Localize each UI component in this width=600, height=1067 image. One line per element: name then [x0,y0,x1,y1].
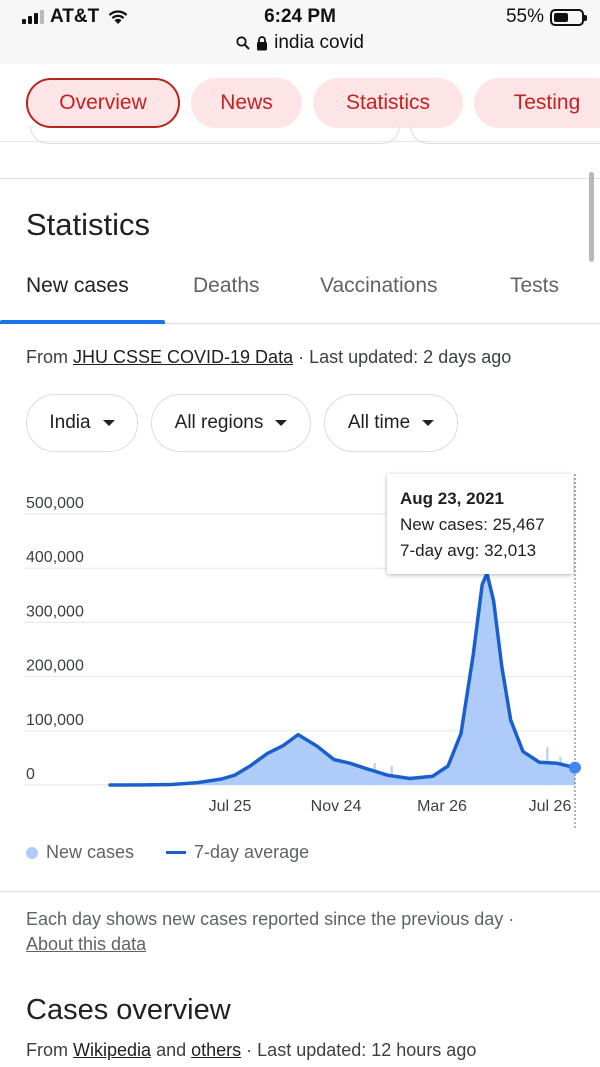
cases-overview-source: From Wikipedia and others · Last updated… [26,1040,476,1061]
new-cases-chart[interactable]: 500,000 400,000 300,000 200,000 100,000 0 Jul … [0,470,600,840]
card-edge [30,126,400,144]
x-tick-label: Nov 24 [311,798,362,815]
data-note: Each day shows new cases reported since … [26,907,586,957]
wikipedia-link[interactable]: Wikipedia [73,1040,152,1060]
x-tick-label: Jul 25 [209,798,252,815]
caret-down-icon [422,420,435,426]
search-icon [236,36,250,50]
about-data-link[interactable]: About this data [26,934,147,954]
region-dropdown[interactable]: All regions [151,394,311,452]
caret-down-icon [275,420,288,426]
x-tick-label: Jul 26 [529,798,572,815]
address-bar[interactable]: india covid [0,32,600,54]
tab-new-cases[interactable]: New cases [26,274,129,297]
hover-point [569,761,581,774]
chart-legend: New cases 7-day average [26,842,309,863]
chip-overview[interactable]: Overview [26,78,180,128]
tab-tests[interactable]: Tests [510,274,560,297]
legend-dot-icon [26,846,38,859]
source-updated: · Last updated: 12 hours ago [246,1040,477,1060]
y-tick-label: 200,000 [26,658,84,675]
wifi-icon [108,10,128,24]
source-updated: · Last updated: 2 days ago [298,347,512,367]
y-tick-label: 500,000 [26,495,84,512]
source-prefix: From [26,1040,68,1060]
y-tick-label: 0 [26,766,35,783]
card-edge [410,126,600,144]
x-tick-label: Mar 26 [417,798,467,815]
range-value: All time [347,412,411,433]
battery-percent: 55% [505,6,544,27]
chip-testing[interactable]: Testing [474,78,600,128]
new-cases-area [110,573,575,785]
cases-overview-title: Cases overview [26,994,231,1026]
scrollbar[interactable] [589,172,594,262]
address-text: india covid [274,32,364,53]
region-value: All regions [174,412,264,433]
chip-news[interactable]: News [191,78,302,128]
y-tick-label: 100,000 [26,712,84,729]
chart-tooltip: Aug 23, 2021 New cases: 25,467 7-day avg… [387,474,573,574]
clock: 6:24 PM [264,6,336,27]
status-bar: AT&T 6:24 PM 55% india covid [0,0,600,64]
caret-down-icon [102,420,115,426]
battery-area: 55% [505,6,587,28]
y-tick-label: 300,000 [26,603,84,620]
carrier-area: AT&T [22,6,129,28]
section-title: Statistics [26,207,151,242]
stat-tabs: New cases Deaths Vaccinations Tests [0,262,600,324]
tab-vaccinations[interactable]: Vaccinations [320,274,438,297]
data-source: From JHU CSSE COVID-19 Data · Last updat… [26,347,511,368]
y-tick-label: 400,000 [26,549,84,566]
card-border [0,178,600,179]
source-and: and [156,1040,187,1060]
divider [0,891,600,892]
note-text: Each day shows new cases reported since … [26,909,515,929]
source-prefix: From [26,347,68,367]
signal-icon [22,10,44,24]
country-dropdown[interactable]: India [26,394,138,452]
others-link[interactable]: others [191,1040,242,1060]
tooltip-avg: 7-day avg: 32,013 [400,541,537,560]
tooltip-date: Aug 23, 2021 [400,489,504,508]
chip-statistics[interactable]: Statistics [313,78,463,128]
tooltip-new-cases: New cases: 25,467 [400,515,545,534]
topic-chips: Overview News Statistics Testing [0,64,600,142]
tab-deaths[interactable]: Deaths [193,274,260,297]
carrier-label: AT&T [50,6,100,27]
range-dropdown[interactable]: All time [324,394,458,452]
legend-new-cases: New cases [46,842,135,862]
active-tab-indicator [0,320,165,324]
battery-icon [550,8,587,26]
seven-day-average-line [108,571,577,787]
source-link[interactable]: JHU CSSE COVID-19 Data [73,347,294,367]
lock-icon [257,35,268,50]
country-value: India [49,412,91,433]
legend-line-icon [166,851,187,854]
legend-avg: 7-day average [194,842,310,862]
